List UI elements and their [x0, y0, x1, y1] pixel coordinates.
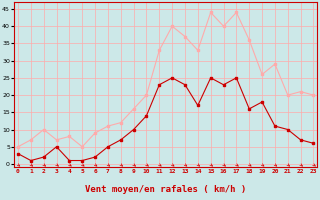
X-axis label: Vent moyen/en rafales ( km/h ): Vent moyen/en rafales ( km/h ) — [85, 185, 246, 194]
